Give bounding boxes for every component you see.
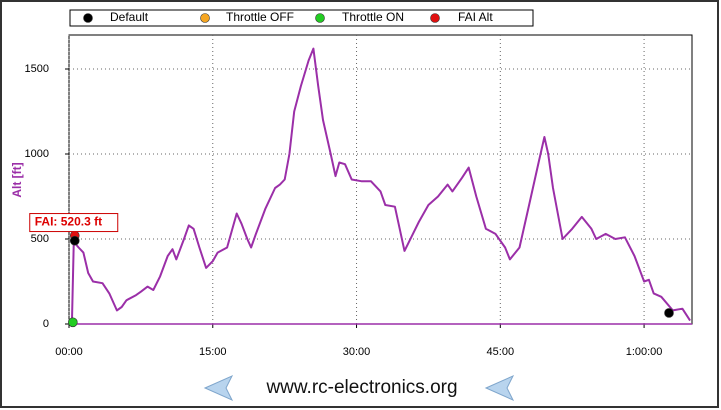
legend-marker	[200, 13, 210, 23]
legend-marker	[430, 13, 440, 23]
legend-label: FAI Alt	[458, 10, 493, 24]
legend-label: Throttle OFF	[226, 10, 294, 24]
event-marker	[68, 317, 78, 328]
x-tick-label: 45:00	[487, 346, 515, 358]
x-tick-label: 1:00:00	[626, 346, 663, 358]
y-tick-label: 1500	[25, 63, 49, 75]
annotation: FAI: 520.3 ft	[35, 215, 102, 229]
x-tick-label: 30:00	[343, 346, 371, 358]
legend-box	[69, 9, 534, 27]
event-marker	[69, 235, 80, 246]
legend-marker	[83, 13, 93, 23]
y-axis-label: Alt [ft]	[10, 162, 24, 197]
altitude-line	[69, 47, 691, 325]
arrow-icon	[484, 374, 515, 402]
arrow-icon	[203, 374, 234, 402]
x-tick-label: 15:00	[199, 346, 227, 358]
annotation-box	[29, 213, 119, 233]
x-tick-label: 00:00	[55, 346, 83, 358]
y-tick-label: 0	[43, 318, 49, 330]
legend-label: Throttle ON	[342, 10, 404, 24]
y-tick-label: 1000	[25, 148, 49, 160]
y-tick-label: 500	[31, 233, 49, 245]
event-marker	[664, 308, 674, 318]
footer: www.rc-electronics.org	[265, 377, 457, 398]
legend-label: Default	[110, 10, 149, 24]
legend-marker	[315, 13, 325, 23]
